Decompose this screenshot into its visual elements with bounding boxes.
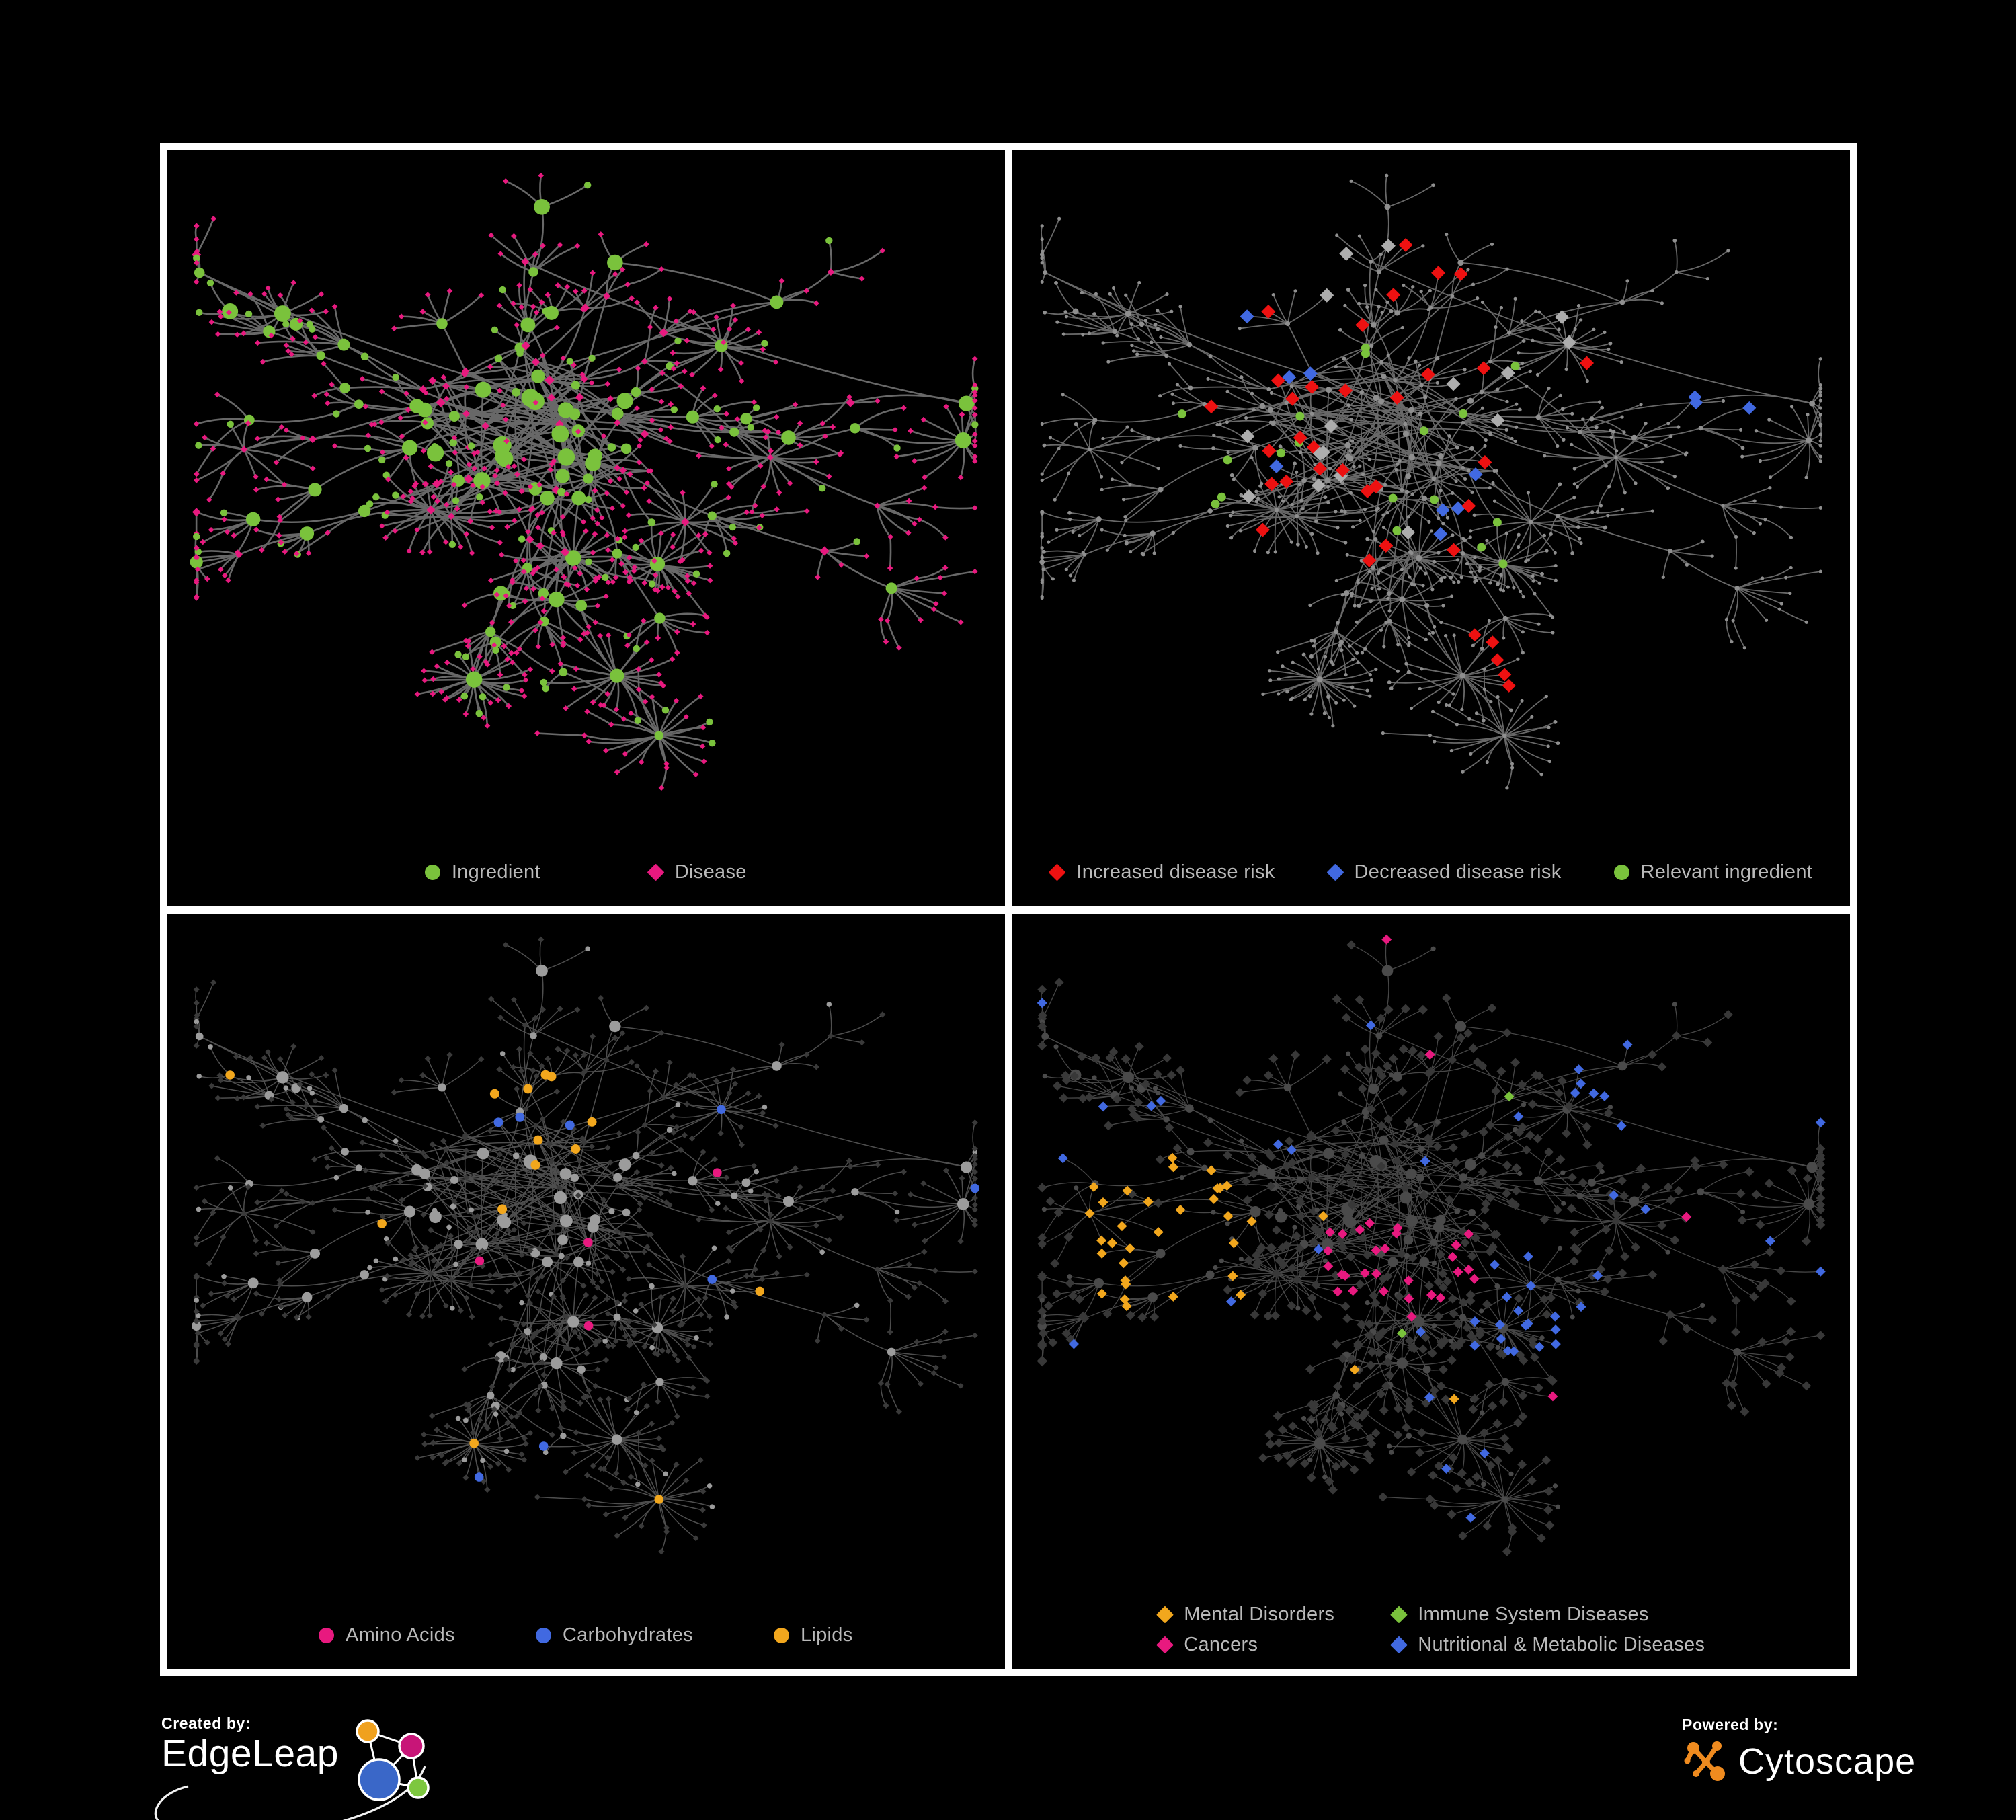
legend-label: Decreased disease risk (1354, 861, 1562, 883)
edgeleap-node-magenta (398, 1733, 425, 1759)
cytoscape-wordmark: Cytoscape (1738, 1741, 1917, 1782)
legend-label: Lipids (800, 1624, 853, 1646)
legend-compound-classes: Amino Acids Carbohydrates Lipids (167, 1624, 1005, 1647)
legend-label: Increased disease risk (1076, 861, 1275, 883)
cytoscape-logo-icon (1684, 1741, 1725, 1781)
edgeleap-node-green (407, 1776, 430, 1799)
mental-disorders-diamond-marker (1156, 1606, 1174, 1624)
amino-acids-circle-marker (318, 1628, 334, 1643)
legend-item-mental-disorders: Mental Disorders (1156, 1604, 1335, 1626)
edgeleap-node-blue (358, 1758, 401, 1801)
edgeleap-node-orange (356, 1719, 380, 1743)
panel-disease-risk: Increased disease risk Decreased disease … (1012, 150, 1851, 906)
legend-label: Ingredient (451, 861, 540, 883)
edgeleap-credit: Created by: EdgeLeap (154, 1714, 442, 1820)
network-graph-disease-categories (1037, 934, 1826, 1556)
nutritional-metabolic-diseases-diamond-marker (1389, 1636, 1408, 1654)
legend-item-immune-system-diseases: Immune System Diseases (1389, 1604, 1649, 1626)
lipids-circle-marker (773, 1628, 789, 1643)
legend-item-carbohydrates: Carbohydrates (535, 1624, 693, 1647)
network-graph-disease-risk (1039, 173, 1822, 790)
edgeleap-logo-icon (356, 1719, 430, 1801)
legend-label: Disease (674, 861, 747, 883)
panel-grid: Ingredient Disease Increased disease risk… (160, 143, 1857, 1676)
legend-label: Cancers (1184, 1634, 1258, 1655)
cytoscape-credit: Powered by: Cytoscape (1682, 1716, 1916, 1785)
carbohydrates-circle-marker (535, 1628, 551, 1643)
network-graph-ingredient-disease (190, 172, 979, 791)
legend-label: Amino Acids (345, 1624, 455, 1646)
disease-diamond-marker (647, 863, 665, 881)
legend-item-disease: Disease (647, 861, 747, 883)
panel-compound-classes: Amino Acids Carbohydrates Lipids (167, 913, 1005, 1669)
decreased-disease-risk-diamond-marker (1326, 863, 1344, 881)
legend-label: Relevant ingredient (1640, 861, 1813, 883)
powered-by-label: Powered by: (1682, 1716, 1779, 1733)
legend-item-decreased-disease-risk: Decreased disease risk (1326, 861, 1562, 883)
relevant-ingredient-circle-marker (1613, 864, 1629, 880)
legend-disease-categories: Mental Disorders Immune System Diseases Ca… (1156, 1604, 1705, 1656)
increased-disease-risk-diamond-marker (1048, 863, 1066, 881)
legend-label: Carbohydrates (562, 1624, 693, 1646)
edgeleap-wordmark: EdgeLeap (161, 1732, 339, 1775)
legend-item-increased-disease-risk: Increased disease risk (1048, 861, 1275, 883)
legend-item-nutritional-metabolic-diseases: Nutritional & Metabolic Diseases (1389, 1634, 1705, 1656)
legend-ingredient-disease: Ingredient Disease (167, 861, 1005, 883)
created-by-label: Created by: (161, 1714, 251, 1732)
legend-label: Nutritional & Metabolic Diseases (1418, 1634, 1705, 1655)
panel-disease-categories: Mental Disorders Immune System Diseases Ca… (1012, 913, 1850, 1669)
legend-disease-risk: Increased disease risk Decreased disease … (1012, 861, 1851, 883)
cancers-diamond-marker (1156, 1636, 1174, 1654)
panel-ingredient-disease: Ingredient Disease (167, 150, 1005, 906)
legend-item-lipids: Lipids (773, 1624, 853, 1647)
legend-label: Immune System Diseases (1418, 1604, 1649, 1625)
immune-system-diseases-diamond-marker (1389, 1606, 1408, 1624)
network-graph-compound-classes (192, 936, 980, 1554)
legend-item-relevant-ingredient: Relevant ingredient (1613, 861, 1813, 883)
legend-item-ingredient: Ingredient (424, 861, 540, 883)
legend-item-cancers: Cancers (1156, 1634, 1258, 1656)
legend-item-amino-acids: Amino Acids (318, 1624, 455, 1647)
legend-label: Mental Disorders (1184, 1604, 1335, 1625)
ingredient-circle-marker (424, 864, 440, 880)
